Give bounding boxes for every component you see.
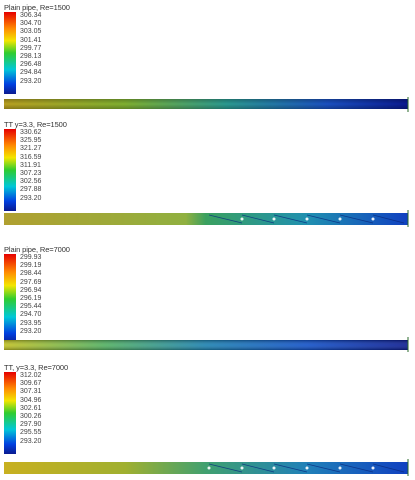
pipe-temperature-contour <box>4 97 412 113</box>
panel-tt-re7000: TT, y=3.3, Re=7000 312.02 309.67 307.31 … <box>0 363 415 478</box>
legend-tick: 293.20 <box>20 194 42 202</box>
legend-tick: 307.31 <box>20 388 42 396</box>
legend-tick: 303.05 <box>20 28 42 36</box>
legend-tick: 325.95 <box>20 137 42 145</box>
legend-tick: 299.93 <box>20 254 42 261</box>
pipe-temperature-contour <box>4 210 412 228</box>
legend-tick: 304.96 <box>20 396 42 404</box>
legend-tick: 300.26 <box>20 412 42 420</box>
legend-tick: 302.56 <box>20 178 42 186</box>
legend-tick: 297.88 <box>20 186 42 194</box>
legend-tick: 309.67 <box>20 380 42 388</box>
legend-tick: 312.02 <box>20 372 42 379</box>
legend-tick: 304.70 <box>20 20 42 28</box>
legend-tick: 293.20 <box>20 77 42 85</box>
legend-tick: 293.95 <box>20 319 42 327</box>
legend-tick: 297.90 <box>20 421 42 429</box>
panel-plain-pipe-re7000: Plain pipe, Re=7000 299.93 299.19 298.44… <box>0 245 415 357</box>
legend-tick: 298.13 <box>20 52 42 60</box>
legend-tick: 296.19 <box>20 294 42 302</box>
panel-title: Plain pipe, Re=1500 <box>4 3 70 12</box>
legend-tick: 299.19 <box>20 262 42 270</box>
panel-title: TT y=3.3, Re=1500 <box>4 120 67 129</box>
panel-title: Plain pipe, Re=7000 <box>4 245 70 254</box>
legend-tick: 295.55 <box>20 429 42 437</box>
legend-tick-labels: 330.62 325.95 321.27 316.59 311.91 307.2… <box>20 129 41 203</box>
legend-tick-labels: 306.34 304.70 303.05 301.41 299.77 298.1… <box>20 12 41 86</box>
legend-tick: 307.23 <box>20 169 42 177</box>
legend-tick: 293.20 <box>20 327 42 335</box>
legend-tick: 296.94 <box>20 286 42 294</box>
legend-tick: 301.41 <box>20 36 42 44</box>
legend-tick: 294.84 <box>20 69 42 77</box>
legend-tick-labels: 299.93 299.19 298.44 297.69 296.94 296.1… <box>20 254 41 336</box>
panel-tt-re1500: TT y=3.3, Re=1500 330.62 325.95 321.27 3… <box>0 120 415 232</box>
color-legend-bar <box>4 254 16 344</box>
color-legend-bar <box>4 129 16 211</box>
color-legend-bar <box>4 12 16 94</box>
legend-tick: 298.44 <box>20 270 42 278</box>
legend-tick-labels: 312.02 309.67 307.31 304.96 302.61 300.2… <box>20 372 41 446</box>
legend-tick: 297.69 <box>20 278 42 286</box>
legend-tick: 295.44 <box>20 303 42 311</box>
legend-tick: 294.70 <box>20 311 42 319</box>
legend-tick: 299.77 <box>20 44 42 52</box>
legend-tick: 306.34 <box>20 12 42 19</box>
panel-title: TT, y=3.3, Re=7000 <box>4 363 69 372</box>
legend-tick: 316.59 <box>20 153 42 161</box>
pipe-temperature-contour <box>4 337 412 353</box>
legend-tick: 302.61 <box>20 404 42 412</box>
legend-tick: 330.62 <box>20 129 42 136</box>
legend-tick: 321.27 <box>20 145 42 153</box>
legend-tick: 296.48 <box>20 61 42 69</box>
legend-tick: 293.20 <box>20 437 42 445</box>
pipe-temperature-contour <box>4 459 412 477</box>
color-legend-bar <box>4 372 16 454</box>
panel-plain-pipe-re1500: Plain pipe, Re=1500 306.34 304.70 303.05… <box>0 3 415 115</box>
legend-tick: 311.91 <box>20 161 41 169</box>
